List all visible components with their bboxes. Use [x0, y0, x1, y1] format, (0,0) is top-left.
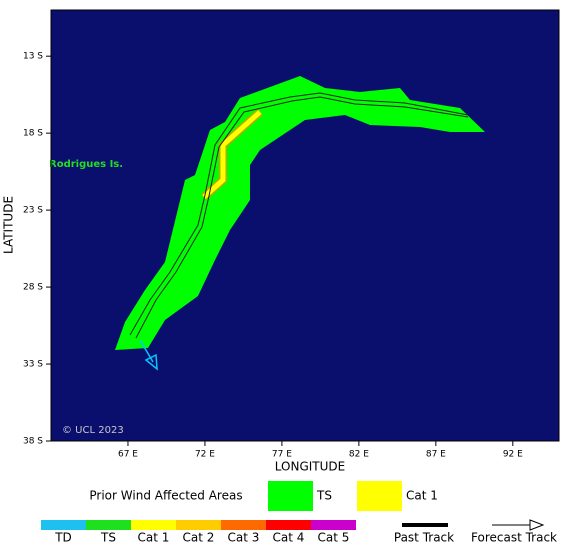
track-outline — [135, 96, 469, 339]
y-tick-label: 33 S — [23, 360, 43, 370]
forecast-track-label: Forecast Track — [471, 531, 557, 545]
x-tick-label: 67 E — [118, 450, 138, 460]
track-outline — [129, 92, 469, 336]
y-tick-label: 38 S — [23, 437, 43, 447]
area-swatch — [357, 481, 402, 511]
y-tick-label: 13 S — [23, 52, 43, 62]
ts-area — [115, 76, 485, 350]
past-track-label: Past Track — [394, 531, 454, 545]
x-tick-label: 87 E — [426, 450, 446, 460]
scale-swatch — [131, 520, 176, 530]
legend-title: Prior Wind Affected Areas — [89, 489, 242, 503]
y-tick-label: 18 S — [23, 129, 43, 139]
x-axis-label: LONGITUDE — [275, 460, 345, 474]
scale-swatch — [221, 520, 266, 530]
scale-swatch — [176, 520, 221, 530]
scale-label: Cat 2 — [183, 531, 215, 545]
scale-label: TS — [100, 531, 116, 545]
ocean — [51, 10, 559, 441]
cat1-area — [202, 110, 262, 199]
area-label: Cat 1 — [406, 489, 438, 503]
forecast-track-arrow — [529, 519, 545, 531]
scale-label: TD — [54, 531, 72, 545]
y-axis-label: LATITUDE — [2, 196, 16, 254]
x-tick-label: 72 E — [195, 450, 215, 460]
place-label: Rodrigues Is. — [49, 159, 123, 170]
y-tick-label: 28 S — [23, 283, 43, 293]
scale-label: Cat 4 — [273, 531, 305, 545]
scale-label: Cat 5 — [318, 531, 350, 545]
area-swatch — [268, 481, 313, 511]
scale-swatch — [86, 520, 131, 530]
scale-label: Cat 1 — [138, 531, 170, 545]
scale-label: Cat 3 — [228, 531, 260, 545]
plot-frame — [50, 9, 560, 442]
area-label: TS — [316, 489, 332, 503]
scale-swatch — [311, 520, 356, 530]
copyright: © UCL 2023 — [62, 425, 124, 436]
scale-swatch — [266, 520, 311, 530]
x-tick-label: 82 E — [349, 450, 369, 460]
y-tick-label: 23 S — [23, 206, 43, 216]
forecast-arrow — [144, 353, 158, 371]
x-tick-label: 77 E — [272, 450, 292, 460]
x-tick-label: 92 E — [503, 450, 523, 460]
scale-swatch — [41, 520, 86, 530]
